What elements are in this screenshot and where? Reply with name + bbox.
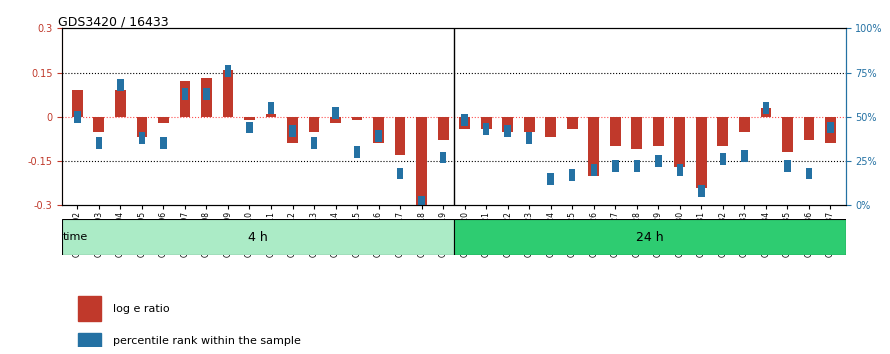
FancyBboxPatch shape bbox=[225, 65, 231, 77]
FancyBboxPatch shape bbox=[612, 160, 619, 172]
Bar bbox=[567, 117, 578, 129]
FancyBboxPatch shape bbox=[547, 173, 554, 185]
FancyBboxPatch shape bbox=[95, 137, 102, 149]
FancyBboxPatch shape bbox=[289, 125, 295, 137]
Bar bbox=[631, 117, 643, 149]
Bar bbox=[481, 117, 491, 129]
FancyBboxPatch shape bbox=[247, 121, 253, 133]
Bar bbox=[739, 117, 749, 132]
Bar bbox=[653, 117, 664, 146]
FancyBboxPatch shape bbox=[203, 88, 210, 100]
Text: 24 h: 24 h bbox=[635, 231, 664, 244]
Bar bbox=[115, 90, 125, 117]
Bar bbox=[417, 117, 427, 205]
Bar bbox=[93, 117, 104, 132]
FancyBboxPatch shape bbox=[655, 155, 661, 167]
FancyBboxPatch shape bbox=[376, 130, 382, 142]
Bar bbox=[265, 114, 277, 117]
Bar bbox=[309, 117, 320, 132]
Bar bbox=[136, 117, 147, 137]
Bar bbox=[78, 296, 101, 321]
FancyBboxPatch shape bbox=[741, 150, 748, 162]
Bar bbox=[761, 108, 772, 117]
FancyBboxPatch shape bbox=[117, 79, 124, 91]
Bar bbox=[352, 117, 362, 120]
Bar bbox=[330, 117, 341, 123]
Bar bbox=[546, 117, 556, 137]
FancyBboxPatch shape bbox=[526, 132, 532, 144]
Text: time: time bbox=[62, 232, 87, 242]
FancyBboxPatch shape bbox=[676, 164, 683, 176]
Bar bbox=[395, 117, 406, 155]
Text: log e ratio: log e ratio bbox=[113, 304, 170, 314]
FancyBboxPatch shape bbox=[784, 160, 790, 172]
FancyBboxPatch shape bbox=[569, 169, 576, 181]
Bar bbox=[782, 117, 793, 152]
FancyBboxPatch shape bbox=[182, 88, 188, 100]
FancyBboxPatch shape bbox=[62, 219, 454, 255]
FancyBboxPatch shape bbox=[805, 167, 813, 179]
FancyBboxPatch shape bbox=[634, 160, 640, 172]
FancyBboxPatch shape bbox=[483, 123, 490, 135]
FancyBboxPatch shape bbox=[720, 153, 726, 165]
Bar bbox=[717, 117, 728, 146]
Bar bbox=[222, 70, 233, 117]
Bar bbox=[72, 90, 83, 117]
FancyBboxPatch shape bbox=[160, 137, 166, 149]
FancyBboxPatch shape bbox=[698, 185, 705, 197]
FancyBboxPatch shape bbox=[74, 111, 81, 123]
FancyBboxPatch shape bbox=[354, 146, 360, 158]
FancyBboxPatch shape bbox=[418, 196, 425, 208]
FancyBboxPatch shape bbox=[311, 137, 317, 149]
Bar bbox=[804, 117, 814, 141]
Bar bbox=[201, 79, 212, 117]
FancyBboxPatch shape bbox=[139, 132, 145, 144]
FancyBboxPatch shape bbox=[763, 102, 769, 114]
Bar bbox=[524, 117, 535, 132]
Text: GDS3420 / 16433: GDS3420 / 16433 bbox=[59, 15, 169, 28]
Bar bbox=[158, 117, 169, 123]
FancyBboxPatch shape bbox=[454, 219, 846, 255]
Bar bbox=[373, 117, 384, 143]
Bar bbox=[675, 117, 685, 167]
Bar bbox=[244, 117, 255, 120]
Bar bbox=[180, 81, 190, 117]
FancyBboxPatch shape bbox=[332, 107, 339, 119]
Text: 4 h: 4 h bbox=[248, 231, 268, 244]
Bar bbox=[610, 117, 620, 146]
Bar bbox=[459, 117, 470, 129]
Bar bbox=[825, 117, 836, 143]
Bar bbox=[287, 117, 298, 143]
Text: percentile rank within the sample: percentile rank within the sample bbox=[113, 336, 301, 346]
Bar bbox=[438, 117, 449, 141]
Bar bbox=[696, 117, 707, 188]
FancyBboxPatch shape bbox=[440, 152, 447, 164]
FancyBboxPatch shape bbox=[827, 121, 834, 133]
FancyBboxPatch shape bbox=[397, 167, 403, 179]
FancyBboxPatch shape bbox=[268, 102, 274, 114]
Bar bbox=[502, 117, 513, 132]
Bar bbox=[588, 117, 599, 176]
FancyBboxPatch shape bbox=[591, 164, 597, 176]
FancyBboxPatch shape bbox=[461, 114, 468, 126]
FancyBboxPatch shape bbox=[505, 125, 511, 137]
Bar bbox=[78, 333, 101, 348]
